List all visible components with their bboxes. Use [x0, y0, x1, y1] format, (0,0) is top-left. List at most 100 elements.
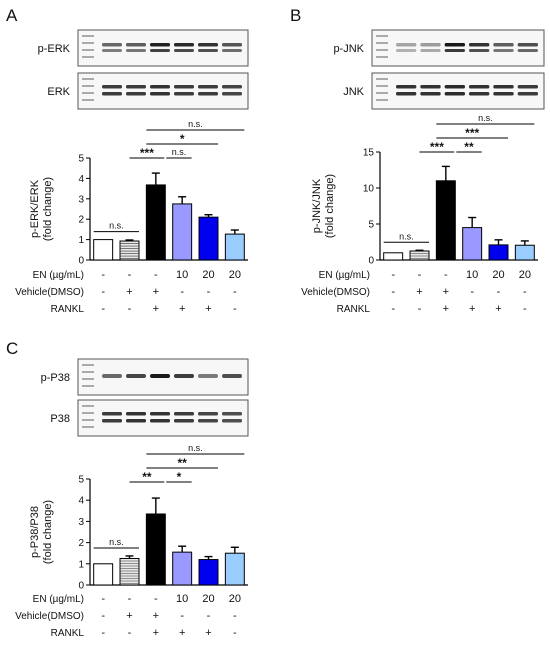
significance-label: * — [177, 470, 182, 484]
protein-band — [126, 49, 146, 52]
treatment-cell: - — [523, 286, 527, 298]
protein-band — [102, 85, 122, 89]
significance-label: ** — [177, 456, 187, 470]
treatment-cell: - — [207, 286, 211, 298]
protein-band — [174, 419, 194, 423]
protein-band — [150, 43, 170, 47]
protein-band — [469, 43, 490, 47]
protein-band — [396, 92, 417, 96]
protein-band — [150, 49, 170, 52]
treatment-cell: - — [128, 303, 132, 315]
protein-band — [396, 49, 417, 52]
significance-label: n.s. — [172, 147, 187, 157]
protein-band — [469, 92, 490, 96]
y-tick-label: 10 — [363, 184, 375, 195]
y-tick-label: 0 — [78, 581, 84, 592]
treatment-cell: + — [179, 303, 185, 315]
y-axis-label: (fold change) — [324, 174, 336, 238]
treatment-cell: - — [101, 593, 105, 605]
treatment-cell: + — [469, 303, 475, 315]
protein-band — [420, 43, 441, 47]
ladder-band — [82, 99, 94, 101]
treatment-cell: 20 — [202, 593, 214, 605]
significance-label: n.s. — [109, 221, 124, 231]
y-tick-label: 15 — [363, 148, 375, 159]
blot-label: p-P38 — [41, 372, 70, 384]
bar — [93, 563, 114, 586]
treatment-cell: - — [154, 269, 158, 281]
treatment-cell: - — [128, 269, 132, 281]
y-axis-label: (fold change) — [42, 177, 54, 241]
panel-letter: B — [290, 6, 302, 25]
bar — [224, 233, 245, 261]
protein-band — [198, 85, 218, 89]
ladder-band — [376, 35, 388, 37]
ladder-band — [376, 42, 388, 44]
significance-label: *** — [465, 126, 479, 140]
treatment-cell: 20 — [229, 269, 241, 281]
treatment-cell: - — [391, 286, 395, 298]
figure-panel-b-svg: p-JNK JNK 0 5 10 15 p-JNK/JNK (fold change) n.s.… — [301, 29, 545, 315]
significance-label: n.s. — [188, 443, 203, 453]
significance-label: n.s. — [478, 113, 493, 123]
protein-band — [198, 419, 218, 423]
treatment-cell: + — [153, 627, 159, 639]
treatment-cell: + — [153, 303, 159, 315]
y-tick-label: 0 — [368, 256, 374, 267]
y-axis-label: (fold change) — [42, 500, 54, 564]
protein-band — [150, 412, 170, 416]
treatment-cell: - — [233, 286, 237, 298]
blot-frame — [371, 72, 545, 110]
treatment-cell: - — [418, 303, 422, 315]
protein-band — [150, 85, 170, 89]
y-axis-label: p-ERK/ERK — [29, 179, 41, 238]
blot-frame — [77, 29, 249, 67]
treatment-cell: + — [495, 303, 501, 315]
ladder-band — [376, 49, 388, 51]
ladder-band — [82, 78, 94, 80]
bar — [462, 227, 483, 261]
protein-band — [198, 374, 218, 378]
bar — [93, 239, 114, 261]
treatment-cell: - — [470, 286, 474, 298]
treatment-label: EN (µg/mL) — [33, 270, 84, 281]
bar — [383, 252, 404, 261]
ladder-band — [82, 49, 94, 51]
figure-panel-c-svg: p-P38 P38 0 1 2 3 4 5 p-P38/P38 (fold change) n.s.… — [15, 358, 249, 639]
treatment-cell: - — [233, 627, 237, 639]
ladder-band — [82, 364, 94, 366]
ladder-band — [82, 405, 94, 407]
treatment-cell: 20 — [202, 269, 214, 281]
bar — [172, 551, 193, 586]
protein-band — [222, 85, 242, 89]
treatment-cell: - — [523, 303, 527, 315]
treatment-cell: - — [101, 269, 105, 281]
treatment-cell: + — [205, 627, 211, 639]
ladder-band — [82, 35, 94, 37]
ladder-band — [82, 42, 94, 44]
treatment-cell: - — [101, 286, 105, 298]
protein-band — [102, 412, 122, 416]
panel-letter: A — [6, 6, 18, 25]
bar — [198, 216, 219, 261]
significance-label: ** — [464, 140, 474, 154]
treatment-cell: + — [153, 286, 159, 298]
y-tick-label: 3 — [78, 194, 84, 205]
panel-a: A p-ERK ERK 0 1 2 3 4 5 p-ERK/ERK (fold change) n.… — [0, 0, 280, 325]
bar — [145, 184, 166, 261]
significance-label: * — [180, 132, 185, 146]
treatment-cell: - — [418, 269, 422, 281]
bar — [198, 559, 219, 586]
protein-band — [444, 49, 465, 52]
treatment-label: Vehicle(DMSO) — [15, 611, 84, 622]
y-axis-label: p-P38/P38 — [29, 506, 41, 558]
significance-label: n.s. — [188, 119, 203, 129]
protein-band — [222, 43, 242, 47]
protein-band — [174, 374, 194, 378]
ladder-band — [376, 85, 388, 87]
y-tick-label: 4 — [78, 496, 84, 507]
protein-band — [222, 419, 242, 423]
treatment-cell: - — [391, 303, 395, 315]
y-tick-label: 4 — [78, 174, 84, 185]
treatment-label: RANKL — [51, 304, 85, 315]
